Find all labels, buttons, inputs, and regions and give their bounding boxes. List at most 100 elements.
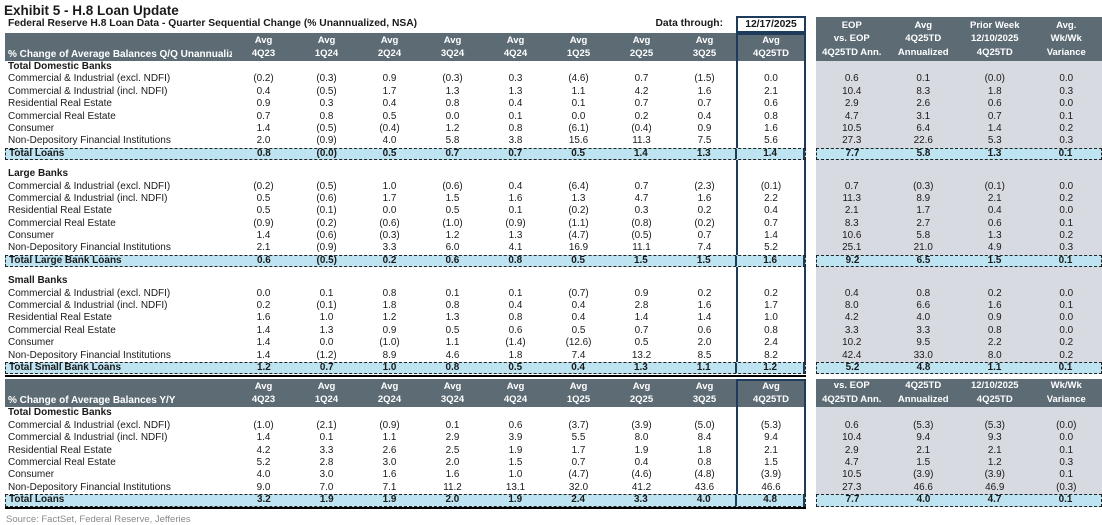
data-cell: 0.9 <box>358 73 421 85</box>
section-row: Total Domestic Banks <box>5 61 1102 73</box>
right-header-line: 4Q25TD Ann. <box>816 393 888 407</box>
data-cell: 1.9 <box>484 495 547 505</box>
column-header-avg: Avg <box>610 34 673 47</box>
data-cell: 1.6 <box>673 86 736 98</box>
page-title: Exhibit 5 - H.8 Loan Update <box>0 0 1102 17</box>
data-cell: 1.8 <box>673 445 736 457</box>
data-cell: 2.4 <box>547 495 610 505</box>
data-cell: 0.2 <box>232 300 295 312</box>
data-cell: (0.9) <box>484 218 547 230</box>
right-data-cell: 3.1 <box>888 111 960 123</box>
row-left: Small Banks <box>5 275 806 287</box>
right-data-cell: (5.3) <box>959 420 1031 432</box>
column-header-avg: Avg <box>421 34 484 47</box>
right-data-cell: 2.2 <box>959 337 1031 349</box>
data-cell: 1.3 <box>610 363 673 373</box>
data-cell: 2.0 <box>421 495 484 505</box>
column-header-quarter: 2Q25 <box>610 47 673 60</box>
right-data-cell: 10.5 <box>816 469 888 481</box>
data-cell: 0.9 <box>232 98 295 110</box>
right-data-cell: 6.4 <box>888 123 960 135</box>
data-cell: 0.3 <box>295 98 358 110</box>
data-cell: 4.0 <box>672 495 735 505</box>
column-gap <box>806 255 816 267</box>
bottom-border <box>5 507 806 509</box>
section-row: Large Banks <box>5 168 1102 180</box>
data-cell: 1.3 <box>484 230 547 242</box>
data-cell: (0.2) <box>232 181 295 193</box>
right-data-cell: 2.6 <box>888 98 960 110</box>
right-data-cell: 0.7 <box>959 111 1031 123</box>
data-cell <box>232 160 295 168</box>
row-label: Commercial & Industrial (excl. NDFI) <box>5 73 232 85</box>
right-data-cell: 0.3 <box>1031 135 1102 147</box>
data-cell: 0.8 <box>484 123 547 135</box>
data-cell <box>358 61 421 73</box>
data-cell: 1.5 <box>484 457 547 469</box>
row-right: 10.5(3.9)(3.9)0.1 <box>816 469 1102 481</box>
column-gap <box>806 267 816 275</box>
data-cell <box>484 407 547 419</box>
row-label: Commercial & Industrial (incl. NDFI) <box>5 86 232 98</box>
data-cell: 0.8 <box>736 111 806 123</box>
table-row: Commercial & Industrial (excl. NDFI)(0.2… <box>5 181 1102 193</box>
column-gap <box>806 73 816 85</box>
right-header-line: Variance <box>1031 46 1102 60</box>
column-header-avg: Avg <box>610 380 673 393</box>
right-header-line: Annualized <box>888 46 960 60</box>
data-cell: 1.6 <box>736 123 806 135</box>
row-left: Commercial & Industrial (excl. NDFI)(1.0… <box>5 420 806 432</box>
data-cell: 1.4 <box>736 230 806 242</box>
data-cell: 2.0 <box>673 337 736 349</box>
data-cell: (4.7) <box>547 230 610 242</box>
data-cell: (1.2) <box>295 350 358 362</box>
data-cell: 6.0 <box>421 242 484 254</box>
row-left <box>5 160 806 168</box>
right-data-cell: 0.0 <box>1031 205 1102 217</box>
data-cell: 0.8 <box>736 325 806 337</box>
data-cell: 11.1 <box>610 242 673 254</box>
data-cell: (6.4) <box>547 181 610 193</box>
data-cell: 0.9 <box>610 288 673 300</box>
right-data-cell: 4.0 <box>888 312 960 324</box>
data-cell: (0.2) <box>673 218 736 230</box>
right-data-cell <box>816 160 888 168</box>
data-cell: 1.3 <box>421 312 484 324</box>
data-cell: 1.9 <box>295 495 358 505</box>
data-cell: (0.4) <box>610 123 673 135</box>
right-data-cell: 2.1 <box>959 445 1031 457</box>
column-gap <box>806 135 816 147</box>
data-cell: 1.9 <box>610 445 673 457</box>
data-cell: 5.2 <box>232 457 295 469</box>
data-cell <box>673 267 736 275</box>
data-cell: 1.4 <box>610 312 673 324</box>
row-left: Commercial & Industrial (excl. NDFI)(0.2… <box>5 181 806 193</box>
data-cell: 1.6 <box>421 469 484 481</box>
data-cell: 7.0 <box>295 482 358 494</box>
table-row: Commercial Real Estate(0.9)(0.2)(0.6)(1.… <box>5 218 1102 230</box>
row-label: Total Domestic Banks <box>5 407 232 419</box>
data-cell: 0.5 <box>232 193 295 205</box>
row-label: Non-Depository Financial Institutions <box>5 135 232 147</box>
row-label: Commercial Real Estate <box>5 457 232 469</box>
right-data-cell: 4.8 <box>888 363 959 373</box>
column-header-avg: Avg <box>295 34 358 47</box>
data-cell: 0.4 <box>547 300 610 312</box>
right-data-cell <box>816 168 888 180</box>
right-data-cell: 0.2 <box>1031 123 1102 135</box>
data-cell: 0.7 <box>673 230 736 242</box>
data-cell: 2.8 <box>610 300 673 312</box>
right-data-cell: 4.7 <box>959 495 1030 505</box>
right-header-line: Wk/Wk <box>1031 32 1102 46</box>
